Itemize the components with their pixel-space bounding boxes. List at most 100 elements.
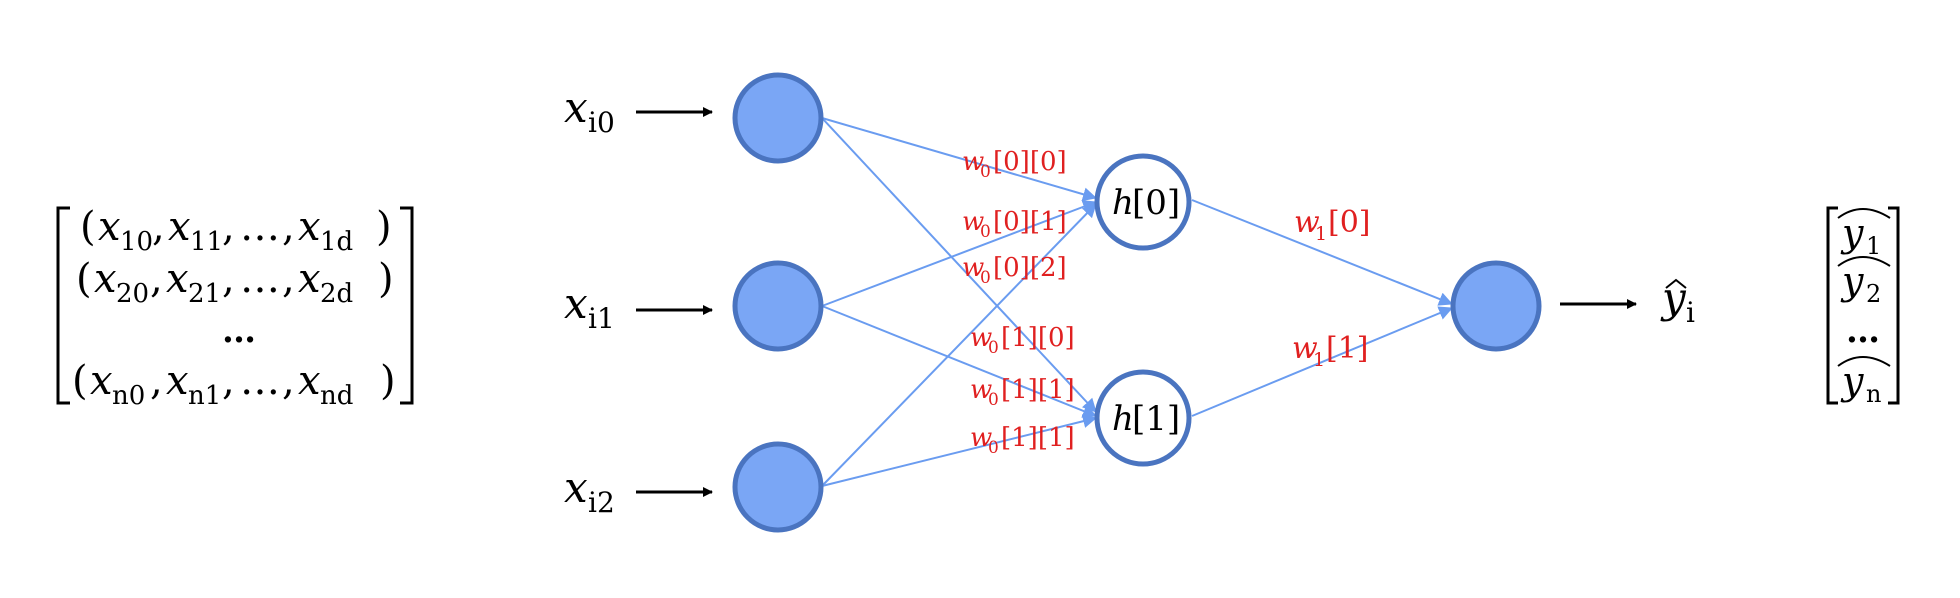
matrix-subscript: nd <box>320 381 353 411</box>
matrix-cell: x <box>90 358 113 404</box>
vector-subscript: 1 <box>1866 232 1881 260</box>
svg-text:): ) <box>376 204 392 250</box>
hidden-node-label: h <box>1112 399 1134 439</box>
matrix-row-n: ( x n0 , x n1 , … , x nd ) <box>72 358 396 411</box>
edge-h1-out <box>1191 306 1453 417</box>
vector-left-bracket <box>1826 206 1838 405</box>
weight-label-w0-11a: w 0 [1][1] <box>970 375 1075 410</box>
svg-text:0: 0 <box>988 438 999 458</box>
vector-right-bracket <box>1888 206 1900 405</box>
matrix-ellipsis: … <box>240 204 280 250</box>
matrix-cell: x <box>298 256 321 302</box>
svg-text:0: 0 <box>980 268 991 288</box>
weight-label-w0-11b: w 0 [1][1] <box>970 423 1075 458</box>
matrix-subscript: 21 <box>188 279 221 309</box>
svg-text:[0][0]: [0][0] <box>993 147 1067 177</box>
svg-text:,: , <box>282 358 295 404</box>
svg-text:w: w <box>962 253 984 283</box>
input-node-1 <box>732 260 824 352</box>
svg-text:w: w <box>1292 331 1318 366</box>
matrix-cell: x <box>168 204 191 250</box>
output-subscript: i <box>1686 296 1695 329</box>
edges-layer-1 <box>1191 199 1453 417</box>
vector-entry-n: y n <box>1837 356 1891 408</box>
svg-text:[1][0]: [1][0] <box>1001 323 1075 353</box>
svg-text:w: w <box>1294 205 1320 240</box>
input-subscript: i1 <box>588 302 615 335</box>
svg-text:,: , <box>222 204 235 250</box>
weight-label-w0-02: w 0 [0][2] <box>962 253 1067 288</box>
svg-text:): ) <box>380 358 396 404</box>
matrix-subscript: 11 <box>190 227 223 257</box>
hidden-node-0: h [0] <box>1094 153 1192 251</box>
matrix-right-bracket <box>400 206 414 405</box>
svg-text:0: 0 <box>988 338 999 358</box>
matrix-cell: x <box>94 256 117 302</box>
vector-subscript: 2 <box>1866 280 1881 308</box>
svg-text:[1]: [1] <box>1326 331 1369 366</box>
input-node-0 <box>732 72 824 164</box>
svg-text:(: ( <box>76 256 92 302</box>
input-label-0: x i0 <box>564 83 615 139</box>
input-subscript: i0 <box>588 106 615 139</box>
svg-text:,: , <box>282 204 295 250</box>
matrix-cell: x <box>298 358 321 404</box>
edge-i2-h1 <box>821 414 1097 487</box>
input-label-1: x i1 <box>564 279 615 335</box>
weight-label-w0-00: w 0 [0][0] <box>962 147 1067 182</box>
svg-text:[0]: [0] <box>1328 205 1371 240</box>
edge-i2-h0 <box>821 203 1097 487</box>
matrix-left-bracket <box>56 206 70 405</box>
matrix-subscript: 1d <box>320 227 353 257</box>
matrix-cell: x <box>298 204 321 250</box>
svg-text:x: x <box>564 463 588 512</box>
matrix-dots-row: … <box>222 311 256 351</box>
svg-text:,: , <box>150 358 163 404</box>
input-subscript: i2 <box>588 486 615 519</box>
svg-text:x: x <box>564 83 588 132</box>
svg-text:,: , <box>222 358 235 404</box>
svg-text:,: , <box>222 256 235 302</box>
edge-i1-h1 <box>821 305 1097 418</box>
svg-text:w: w <box>970 375 992 405</box>
edge-h0-out <box>1191 199 1453 306</box>
svg-text:(: ( <box>72 358 88 404</box>
matrix-row-1: ( x 10 , x 11 , … , x 1d ) <box>80 204 392 257</box>
matrix-subscript: n0 <box>112 381 145 411</box>
matrix-subscript: n1 <box>188 381 221 411</box>
hidden-node-circle <box>1094 153 1192 251</box>
matrix-cell: x <box>98 204 121 250</box>
edges-layer-0 <box>821 117 1097 487</box>
svg-text:y: y <box>1660 273 1687 322</box>
input-label-2: x i2 <box>564 463 615 519</box>
svg-text:1: 1 <box>1315 223 1327 245</box>
svg-text:[0][1]: [0][1] <box>993 207 1067 237</box>
hidden-node-circle <box>1094 369 1192 467</box>
hidden-node-index: [0] <box>1132 183 1180 223</box>
svg-text:x: x <box>564 279 588 328</box>
hidden-node-1: h [1] <box>1094 369 1192 467</box>
svg-text:,: , <box>150 256 163 302</box>
matrix-cell: x <box>166 358 189 404</box>
svg-text:y: y <box>1840 211 1864 255</box>
output-vector: y 1 y 2 … y n <box>1826 206 1900 408</box>
matrix-ellipsis: … <box>240 256 280 302</box>
hat-mark <box>1837 356 1891 367</box>
svg-text:w: w <box>962 207 984 237</box>
matrix-subscript: 2d <box>320 279 353 309</box>
vector-subscript: n <box>1866 380 1881 408</box>
edge-i0-h0 <box>821 117 1097 202</box>
svg-text:0: 0 <box>980 162 991 182</box>
input-node-2 <box>732 441 824 533</box>
weight-label-w1-0: w 1 [0] <box>1294 205 1371 245</box>
vector-dots: … <box>1846 311 1880 351</box>
hat-mark <box>1837 208 1891 219</box>
edge-i0-h1 <box>821 117 1097 413</box>
svg-text:,: , <box>282 256 295 302</box>
svg-text:w: w <box>970 323 992 353</box>
matrix-subscript: 10 <box>120 227 153 257</box>
output-node <box>1450 260 1542 352</box>
weight-label-w0-10: w 0 [1][0] <box>970 323 1075 358</box>
svg-text:y: y <box>1840 359 1864 403</box>
